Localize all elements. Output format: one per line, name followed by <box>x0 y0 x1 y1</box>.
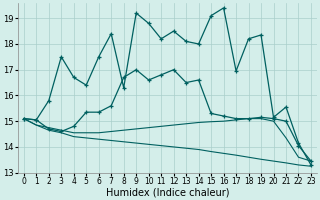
X-axis label: Humidex (Indice chaleur): Humidex (Indice chaleur) <box>106 187 229 197</box>
